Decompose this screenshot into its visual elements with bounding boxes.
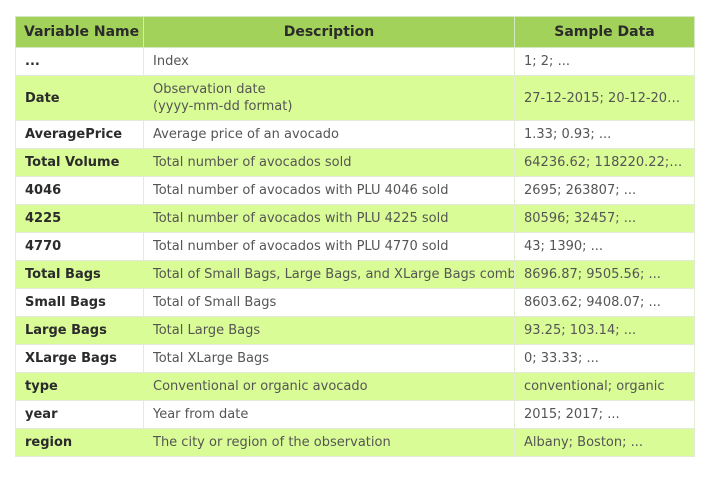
description-line: Total number of avocados with PLU 4046 s…	[153, 183, 449, 198]
description-line: Total of Small Bags	[153, 295, 277, 310]
table-row: 4225 Total number of avocados with PLU 42…	[15, 204, 695, 233]
variables-table-container: Variable Name Description Sample Data ..…	[15, 16, 695, 457]
table-row: Total Volume Total number of avocados sol…	[15, 148, 695, 177]
header-description: Description	[143, 16, 515, 48]
table-row: year Year from date 2015; 2017; ...	[15, 400, 695, 429]
description-cell: Year from date	[143, 400, 515, 429]
sample-data-cell: 8696.87; 9505.56; ...	[514, 260, 695, 289]
sample-data-cell: 43; 1390; ...	[514, 232, 695, 261]
variable-name-cell: AveragePrice	[15, 120, 144, 149]
sample-data-cell: 93.25; 103.14; ...	[514, 316, 695, 345]
sample-data-cell: 80596; 32457; ...	[514, 204, 695, 233]
variable-name-cell: Date	[15, 75, 144, 121]
table-row: 4046 Total number of avocados with PLU 40…	[15, 176, 695, 205]
sample-data-cell: conventional; organic	[514, 372, 695, 401]
description-line: Total number of avocados with PLU 4770 s…	[153, 239, 449, 254]
description-line: Total XLarge Bags	[153, 351, 270, 366]
description-line: Index	[153, 54, 189, 69]
description-line: Total number of avocados sold	[153, 155, 352, 170]
description-line: Year from date	[153, 407, 249, 422]
description-line: Observation date	[153, 82, 266, 97]
variables-table: Variable Name Description Sample Data ..…	[15, 16, 695, 457]
description-cell: Conventional or organic avocado	[143, 372, 515, 401]
variable-name-cell: Large Bags	[15, 316, 144, 345]
description-cell: Total number of avocados with PLU 4225 s…	[143, 204, 515, 233]
description-line: (yyyy-mm-dd format)	[153, 99, 293, 114]
header-variable-name: Variable Name	[15, 16, 144, 48]
description-line: Conventional or organic avocado	[153, 379, 368, 394]
description-line: Average price of an avocado	[153, 127, 339, 142]
table-row: Large Bags Total Large Bags 93.25; 103.14;…	[15, 316, 695, 345]
sample-data-cell: 2015; 2017; ...	[514, 400, 695, 429]
variable-name-cell: Total Volume	[15, 148, 144, 177]
description-cell: Total number of avocados sold	[143, 148, 515, 177]
description-line: Total Large Bags	[153, 323, 261, 338]
variable-name-cell: region	[15, 428, 144, 457]
description-cell: Average price of an avocado	[143, 120, 515, 149]
table-row: XLarge Bags Total XLarge Bags 0; 33.33; ..…	[15, 344, 695, 373]
description-cell: Total of Small Bags, Large Bags, and XLa…	[143, 260, 515, 289]
variable-name-cell: Small Bags	[15, 288, 144, 317]
description-line: Total of Small Bags, Large Bags, and XLa…	[153, 267, 515, 282]
variable-name-cell: 4770	[15, 232, 144, 261]
table-row: Date Observation date (yyyy-mm-dd format) 2…	[15, 75, 695, 121]
table-row: type Conventional or organic avocado conve…	[15, 372, 695, 401]
sample-data-cell: 1; 2; ...	[514, 47, 695, 76]
variable-name-cell: 4225	[15, 204, 144, 233]
description-cell: Total number of avocados with PLU 4770 s…	[143, 232, 515, 261]
table-row: ... Index 1; 2; ...	[15, 47, 695, 76]
description-cell: The city or region of the observation	[143, 428, 515, 457]
description-line: The city or region of the observation	[153, 435, 391, 450]
description-cell: Observation date (yyyy-mm-dd format)	[143, 75, 515, 121]
table-row: 4770 Total number of avocados with PLU 47…	[15, 232, 695, 261]
variable-name-cell: Total Bags	[15, 260, 144, 289]
description-cell: Total XLarge Bags	[143, 344, 515, 373]
sample-data-cell: 0; 33.33; ...	[514, 344, 695, 373]
sample-data-cell: 27-12-2015; 20-12-2015; ...	[514, 75, 695, 121]
table-header-row: Variable Name Description Sample Data	[15, 16, 695, 48]
sample-data-cell: 1.33; 0.93; ...	[514, 120, 695, 149]
sample-data-cell: 2695; 263807; ...	[514, 176, 695, 205]
table-row: region The city or region of the observat…	[15, 428, 695, 457]
description-cell: Total Large Bags	[143, 316, 515, 345]
description-cell: Total number of avocados with PLU 4046 s…	[143, 176, 515, 205]
table-row: Small Bags Total of Small Bags 8603.62; 94…	[15, 288, 695, 317]
description-cell: Total of Small Bags	[143, 288, 515, 317]
sample-data-cell: Albany; Boston; ...	[514, 428, 695, 457]
sample-data-cell: 64236.62; 118220.22; ...	[514, 148, 695, 177]
sample-data-cell: 8603.62; 9408.07; ...	[514, 288, 695, 317]
variable-name-cell: year	[15, 400, 144, 429]
table-row: Total Bags Total of Small Bags, Large Bag…	[15, 260, 695, 289]
description-cell: Index	[143, 47, 515, 76]
header-sample-data: Sample Data	[514, 16, 695, 48]
variable-name-cell: ...	[15, 47, 144, 76]
variable-name-cell: type	[15, 372, 144, 401]
table-body: ... Index 1; 2; ... Date Observation date (yy…	[15, 47, 695, 457]
variable-name-cell: 4046	[15, 176, 144, 205]
description-line: Total number of avocados with PLU 4225 s…	[153, 211, 449, 226]
table-row: AveragePrice Average price of an avocado 1…	[15, 120, 695, 149]
variable-name-cell: XLarge Bags	[15, 344, 144, 373]
